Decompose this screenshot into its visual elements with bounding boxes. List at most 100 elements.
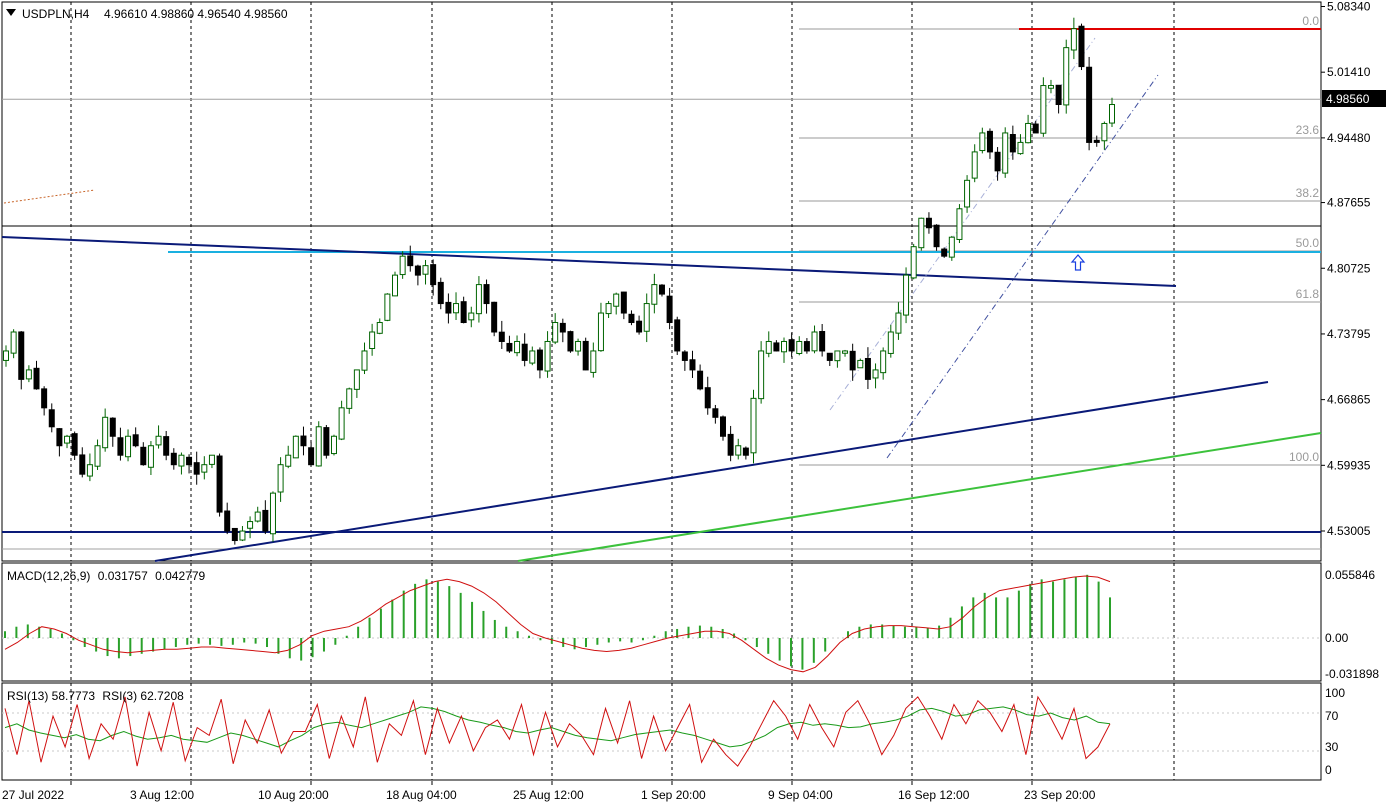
candle <box>1025 114 1032 144</box>
candle <box>1009 125 1016 160</box>
candle <box>941 247 948 258</box>
candle <box>735 438 742 460</box>
channel-lower-line[interactable] <box>886 74 1159 459</box>
fib-level-label: 100.0 <box>1289 450 1319 464</box>
candle <box>262 500 269 535</box>
candle <box>903 267 910 324</box>
candle <box>453 292 460 321</box>
rsi-vertical-grid <box>70 683 1175 780</box>
rsi-tick-label: 100 <box>1325 686 1345 700</box>
price-tick-label: 4.80725 <box>1327 261 1371 275</box>
candle <box>193 451 200 485</box>
candle <box>552 313 559 345</box>
candle <box>597 302 604 352</box>
up-arrow-icon[interactable] <box>1070 254 1086 271</box>
candle <box>918 217 925 251</box>
symbol-label: USDPLN,H4 <box>22 7 90 21</box>
candle <box>796 336 803 356</box>
candle <box>125 429 132 462</box>
candle <box>170 448 177 470</box>
descending-trendline[interactable] <box>1 236 1177 287</box>
candle <box>247 516 254 539</box>
candle <box>933 224 940 251</box>
time-tick-label: 16 Sep 12:00 <box>898 788 970 802</box>
candle <box>1078 23 1085 71</box>
candle <box>1047 79 1054 94</box>
candle <box>178 452 185 475</box>
rsi-panel[interactable]: RSI(13) 58.7773 RSI(3) 62.7208 <box>1 682 1322 781</box>
candle <box>224 502 231 535</box>
price-panel[interactable]: 0.0 23.6 38.2 50.0 61.8 100.0 USDPLN,H4 4.966… <box>1 1 1322 562</box>
candle <box>231 527 238 545</box>
time-tick-label: 23 Sep 20:00 <box>1024 788 1096 802</box>
candle <box>758 341 765 404</box>
time-tick-label: 1 Sep 20:00 <box>641 788 706 802</box>
candle <box>567 330 574 353</box>
candle <box>979 127 986 154</box>
candle <box>536 347 543 379</box>
current-price-marker: 4.98560 <box>1322 90 1386 107</box>
fib-level-label: 38.2 <box>1296 186 1320 200</box>
candle <box>64 434 71 449</box>
candle <box>605 301 612 319</box>
drawn-objects[interactable] <box>1 28 1322 562</box>
candle <box>514 335 521 357</box>
candle <box>323 424 330 459</box>
candle <box>1093 135 1100 147</box>
candle <box>384 293 391 322</box>
ohlc-values: 4.96610 4.98860 4.96540 4.98560 <box>104 7 288 21</box>
candle <box>216 453 223 517</box>
macd-value: 0.031757 <box>98 569 148 583</box>
candle <box>147 441 154 476</box>
candle <box>33 360 40 390</box>
symbol-header: USDPLN,H4 4.96610 4.98860 4.96540 4.9856… <box>6 7 288 21</box>
candle <box>315 421 322 467</box>
triangle-down-icon[interactable] <box>6 9 16 16</box>
price-tick-label: 4.94480 <box>1327 131 1371 145</box>
candle <box>651 273 658 314</box>
candle <box>887 324 894 358</box>
candle <box>925 212 932 234</box>
candle <box>781 337 788 363</box>
candle <box>414 264 421 286</box>
old-trendline[interactable] <box>3 189 96 204</box>
candle <box>491 301 498 337</box>
macd-panel[interactable]: MACD(12,26,9) 0.031757 0.042779 <box>1 562 1322 682</box>
candle <box>895 302 902 340</box>
macd-histogram <box>4 574 1111 670</box>
candle <box>117 427 124 461</box>
macd-signal-line <box>4 575 1111 673</box>
time-axis[interactable]: 27 Jul 2022 3 Aug 12:00 10 Aug 20:00 18 Aug… <box>2 781 1096 802</box>
channel-upper-line[interactable] <box>829 37 1096 411</box>
candle <box>704 376 711 415</box>
rsi-tick-label: 70 <box>1325 709 1339 723</box>
candle <box>628 310 635 326</box>
candle <box>1040 77 1047 137</box>
candle <box>727 425 734 462</box>
candle <box>1017 134 1024 155</box>
candle <box>788 332 795 358</box>
candle <box>71 431 78 460</box>
candle <box>475 276 482 323</box>
green-trendline[interactable] <box>517 432 1322 562</box>
candle <box>376 318 383 335</box>
candle <box>834 350 841 368</box>
candle <box>964 175 971 213</box>
candle <box>529 346 536 366</box>
candle <box>353 369 360 398</box>
candle <box>155 425 162 449</box>
candle <box>750 389 757 464</box>
ascending-trendline[interactable] <box>154 381 1269 562</box>
candle <box>239 526 246 542</box>
candle <box>94 439 101 470</box>
macd-tick-label: -0.031898 <box>1325 667 1379 681</box>
candle <box>544 331 551 378</box>
candlestick-series <box>3 17 1115 545</box>
candle <box>277 457 284 502</box>
candle <box>719 415 726 441</box>
candle <box>338 400 345 441</box>
candle <box>712 404 719 424</box>
price-axis[interactable]: 5.08340 5.01410 4.94480 4.87655 4.80725 4.737… <box>1321 0 1371 538</box>
